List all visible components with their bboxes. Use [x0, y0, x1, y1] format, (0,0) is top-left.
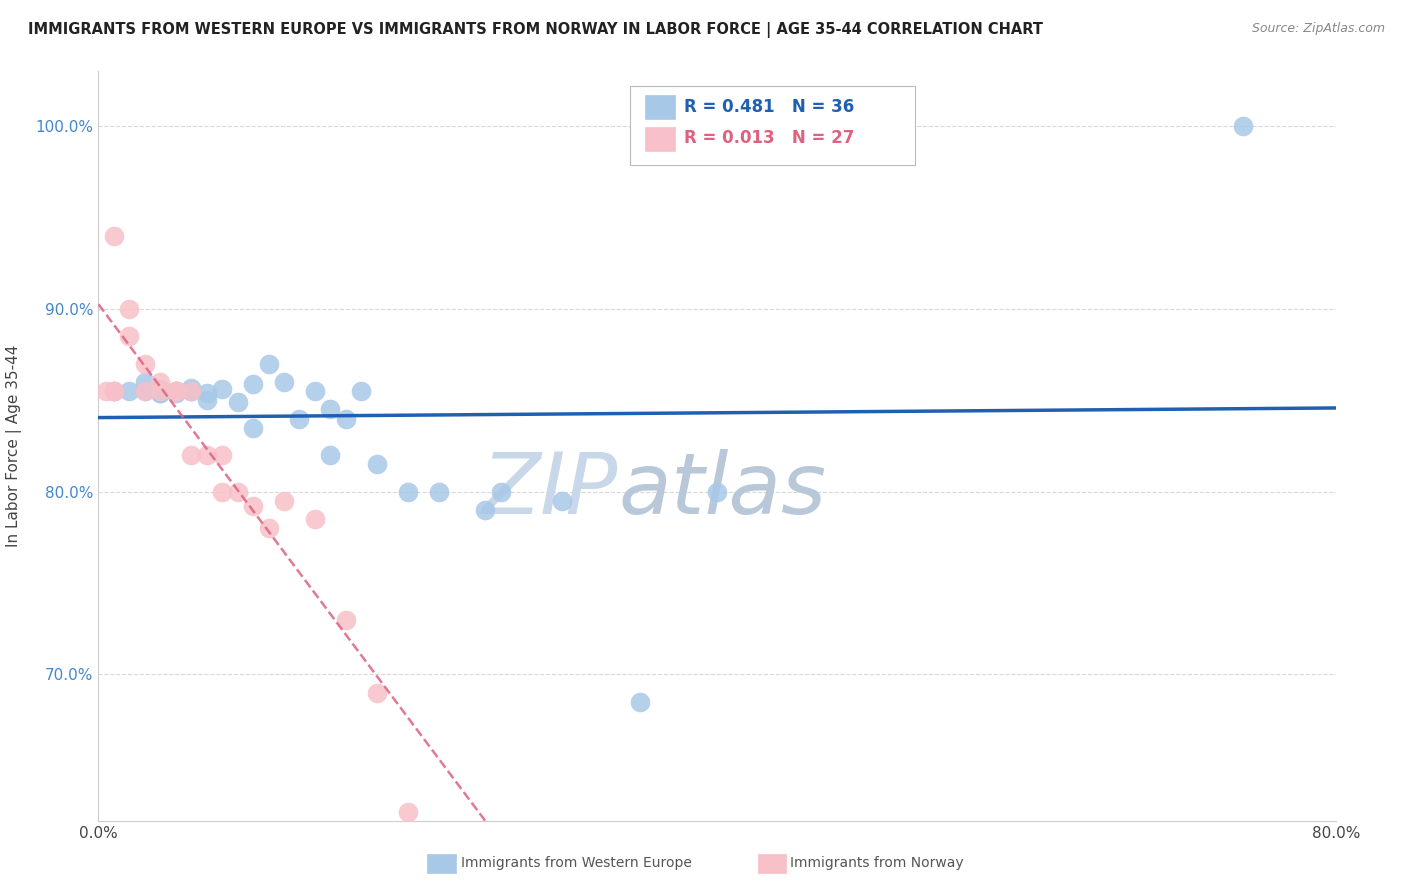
Point — [474, 503, 496, 517]
Point — [149, 382, 172, 396]
Point — [195, 448, 218, 462]
Point — [165, 384, 187, 399]
Point — [149, 386, 172, 401]
Point — [211, 484, 233, 499]
Point — [211, 382, 233, 396]
Point — [165, 384, 187, 399]
Point — [304, 512, 326, 526]
Point — [134, 384, 156, 399]
Point — [257, 521, 280, 535]
Point — [257, 357, 280, 371]
Point — [180, 384, 202, 399]
Point — [273, 493, 295, 508]
Point — [319, 402, 342, 417]
Point — [195, 393, 218, 408]
Point — [149, 375, 172, 389]
Point — [103, 384, 125, 399]
Point — [335, 613, 357, 627]
Point — [226, 484, 249, 499]
Point — [180, 384, 202, 399]
Text: ZIP: ZIP — [482, 450, 619, 533]
FancyBboxPatch shape — [630, 87, 915, 165]
Point — [149, 386, 172, 401]
FancyBboxPatch shape — [645, 95, 675, 120]
Point — [96, 384, 118, 399]
Point — [396, 484, 419, 499]
Point — [1232, 119, 1254, 133]
Point — [288, 411, 311, 425]
Point — [134, 384, 156, 399]
Text: R = 0.013   N = 27: R = 0.013 N = 27 — [683, 129, 853, 147]
Point — [489, 484, 512, 499]
Text: Immigrants from Western Europe: Immigrants from Western Europe — [461, 856, 692, 871]
Point — [118, 329, 141, 343]
Point — [165, 384, 187, 399]
Point — [165, 386, 187, 401]
Point — [165, 384, 187, 399]
Point — [335, 411, 357, 425]
Point — [242, 500, 264, 514]
Point — [103, 228, 125, 243]
Point — [211, 448, 233, 462]
Point — [195, 386, 218, 401]
FancyBboxPatch shape — [645, 127, 675, 151]
Point — [319, 448, 342, 462]
Point — [134, 357, 156, 371]
Point — [551, 493, 574, 508]
Point — [304, 384, 326, 399]
Point — [118, 301, 141, 316]
Point — [118, 384, 141, 399]
Text: IMMIGRANTS FROM WESTERN EUROPE VS IMMIGRANTS FROM NORWAY IN LABOR FORCE | AGE 35: IMMIGRANTS FROM WESTERN EUROPE VS IMMIGR… — [28, 22, 1043, 38]
Point — [706, 484, 728, 499]
Point — [180, 384, 202, 399]
Point — [350, 384, 373, 399]
Point — [427, 484, 450, 499]
Point — [180, 380, 202, 394]
Point — [103, 384, 125, 399]
Point — [134, 375, 156, 389]
Point — [165, 384, 187, 399]
Text: atlas: atlas — [619, 450, 827, 533]
Point — [226, 395, 249, 409]
Point — [242, 421, 264, 435]
Y-axis label: In Labor Force | Age 35-44: In Labor Force | Age 35-44 — [6, 345, 21, 547]
Point — [103, 384, 125, 399]
Point — [149, 384, 172, 399]
Point — [628, 695, 651, 709]
Text: R = 0.481   N = 36: R = 0.481 N = 36 — [683, 97, 853, 116]
Point — [273, 375, 295, 389]
Point — [180, 448, 202, 462]
Point — [366, 686, 388, 700]
Text: Source: ZipAtlas.com: Source: ZipAtlas.com — [1251, 22, 1385, 36]
Point — [366, 457, 388, 471]
Point — [165, 384, 187, 399]
Point — [396, 805, 419, 819]
Text: Immigrants from Norway: Immigrants from Norway — [790, 856, 963, 871]
Point — [242, 376, 264, 391]
